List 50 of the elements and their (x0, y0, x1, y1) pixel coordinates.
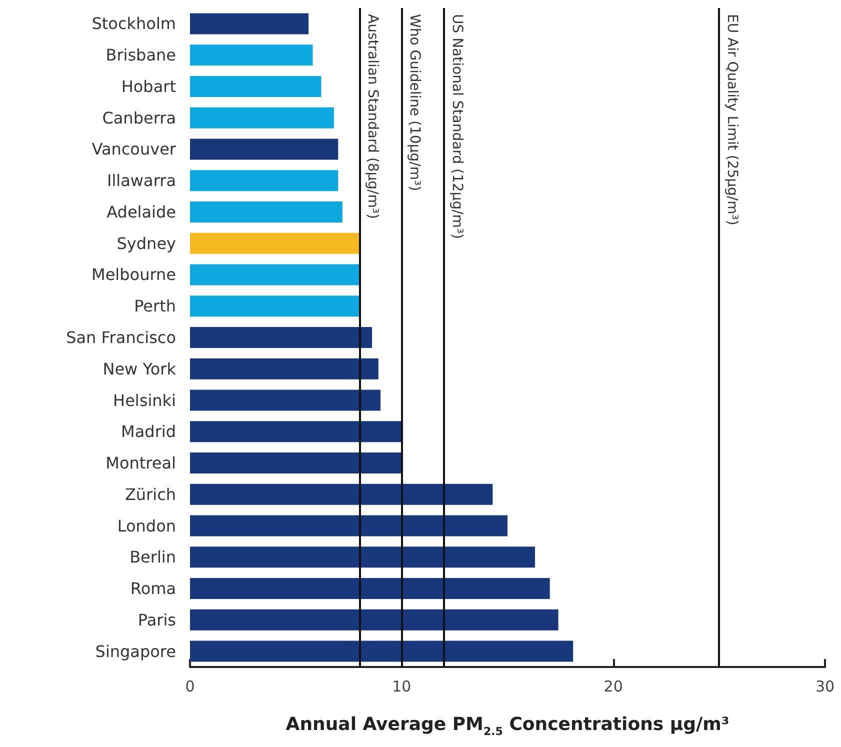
bar (190, 421, 402, 442)
x-tick-label: 10 (392, 678, 412, 696)
bar (190, 170, 338, 192)
bar (190, 232, 360, 254)
bar (190, 264, 360, 286)
bar (190, 452, 402, 474)
y-tick-label: Roma (130, 579, 176, 598)
ref-line-label: EU Air Quality Limit (25µg/m³) (724, 14, 740, 226)
x-tick-label: 30 (815, 678, 835, 696)
y-tick-label: Paris (138, 610, 176, 630)
y-tick-label: Perth (134, 296, 176, 316)
y-tick-label: Montreal (106, 454, 176, 473)
ref-line-label: Australian Standard (8µg/m³) (364, 14, 380, 219)
bar (190, 390, 380, 411)
bar (190, 578, 550, 600)
y-tick-label: Melbourne (92, 265, 176, 284)
y-tick-label: Sydney (116, 234, 176, 253)
y-tick-label: London (117, 516, 176, 536)
y-tick-label: Zürich (124, 484, 176, 504)
bar (190, 546, 536, 568)
y-tick-label: San Francisco (66, 328, 176, 347)
bar (190, 358, 378, 380)
ref-line-label: Who Guideline (10µg/m³) (406, 14, 423, 192)
bar (190, 13, 309, 34)
bar (190, 201, 342, 222)
bar (190, 640, 574, 662)
y-tick-label: Brisbane (106, 46, 176, 65)
y-tick-label: Madrid (121, 422, 176, 442)
bar (190, 484, 493, 505)
bar (190, 609, 558, 630)
bar (190, 107, 334, 128)
y-tick-label: New York (102, 359, 177, 378)
y-tick-label: Illawarra (107, 171, 176, 190)
y-tick-label: Adelaide (106, 202, 176, 222)
y-tick-label: Singapore (95, 642, 176, 661)
bar (190, 44, 313, 66)
bar (190, 76, 322, 97)
bar (190, 296, 360, 317)
bar (190, 138, 338, 160)
y-tick-label: Helsinki (113, 390, 176, 410)
ref-line-label: US National Standard (12µg/m³) (449, 14, 465, 240)
y-tick-label: Berlin (130, 548, 176, 567)
bar (190, 327, 372, 348)
y-tick-label: Vancouver (92, 140, 176, 159)
x-tick-label: 20 (604, 678, 623, 696)
y-tick-label: Canberra (102, 108, 176, 128)
x-tick-label: 0 (185, 678, 195, 696)
y-tick-label: Hobart (121, 76, 176, 96)
bar (190, 515, 508, 536)
y-tick-label: Stockholm (92, 14, 176, 34)
